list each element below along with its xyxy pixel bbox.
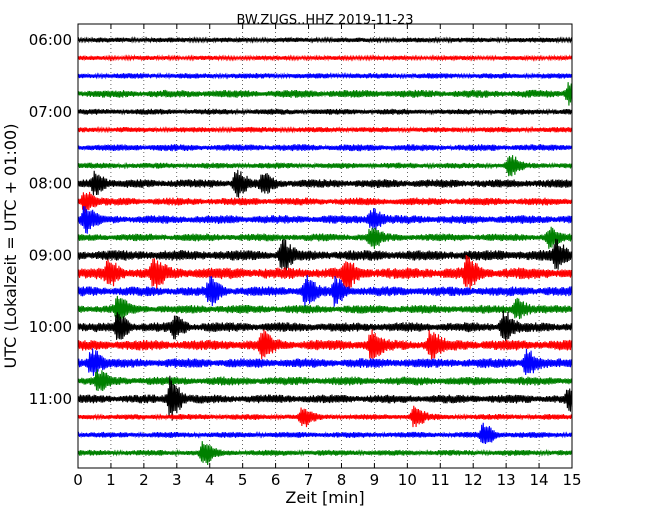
seismic-trace (77, 422, 573, 444)
seismic-trace (77, 36, 573, 44)
traces (77, 36, 573, 465)
seismic-trace (77, 310, 573, 341)
x-tick-label: 4 (205, 471, 215, 489)
x-tick-label: 10 (398, 471, 417, 489)
y-tick-label: 10:00 (29, 318, 72, 336)
x-axis-title: Zeit [min] (285, 488, 364, 507)
x-tick-label: 8 (337, 471, 347, 489)
seismic-trace (77, 206, 573, 234)
seismic-trace (77, 375, 573, 421)
x-tick-label: 3 (172, 471, 182, 489)
x-tick-label: 11 (431, 471, 450, 489)
y-tick-label: 06:00 (29, 31, 72, 49)
y-axis-title: UTC (Lokalzeit = UTC + 01:00) (1, 124, 20, 369)
y-tick-label: 08:00 (29, 175, 72, 193)
seismic-trace (77, 143, 573, 152)
x-tick-label: 15 (562, 471, 581, 489)
seismic-trace (77, 238, 573, 271)
seismic-trace (77, 125, 573, 134)
seismic-trace (77, 255, 573, 292)
seismic-trace (77, 72, 573, 80)
x-tick-label: 0 (73, 471, 83, 489)
chart-title: BW.ZUGS..HHZ 2019-11-23 (236, 13, 413, 28)
x-tick-label: 13 (497, 471, 516, 489)
seismic-trace (77, 82, 573, 106)
x-tick-label: 7 (304, 471, 314, 489)
x-tick-label: 14 (530, 471, 549, 489)
seismic-trace (77, 155, 573, 177)
seismic-trace (77, 226, 573, 249)
seismic-trace (77, 329, 573, 360)
seismic-trace (77, 191, 573, 214)
y-tick-label: 07:00 (29, 103, 72, 121)
seismic-trace (77, 108, 573, 116)
x-tick-label: 12 (464, 471, 483, 489)
seismic-trace (77, 405, 573, 428)
seismic-trace (77, 348, 573, 376)
x-tick-label: 5 (238, 471, 248, 489)
seismic-trace (77, 295, 573, 321)
seismic-trace (77, 274, 573, 307)
x-tick-label: 2 (139, 471, 149, 489)
seismic-trace (77, 441, 573, 465)
seismic-trace (77, 169, 573, 198)
seismic-trace (77, 53, 573, 62)
axis-ticks: 0 1 2 3 4 5 6 7 8 9 10 11 12 13 14 1506:0007:0008:0009:… (29, 24, 582, 489)
y-tick-label: 11:00 (29, 390, 72, 408)
seismic-trace (77, 369, 573, 391)
x-tick-label: 1 (106, 471, 116, 489)
y-tick-label: 09:00 (29, 246, 72, 264)
x-tick-label: 9 (370, 471, 380, 489)
plot-frame (77, 23, 573, 469)
x-tick-label: 6 (271, 471, 281, 489)
